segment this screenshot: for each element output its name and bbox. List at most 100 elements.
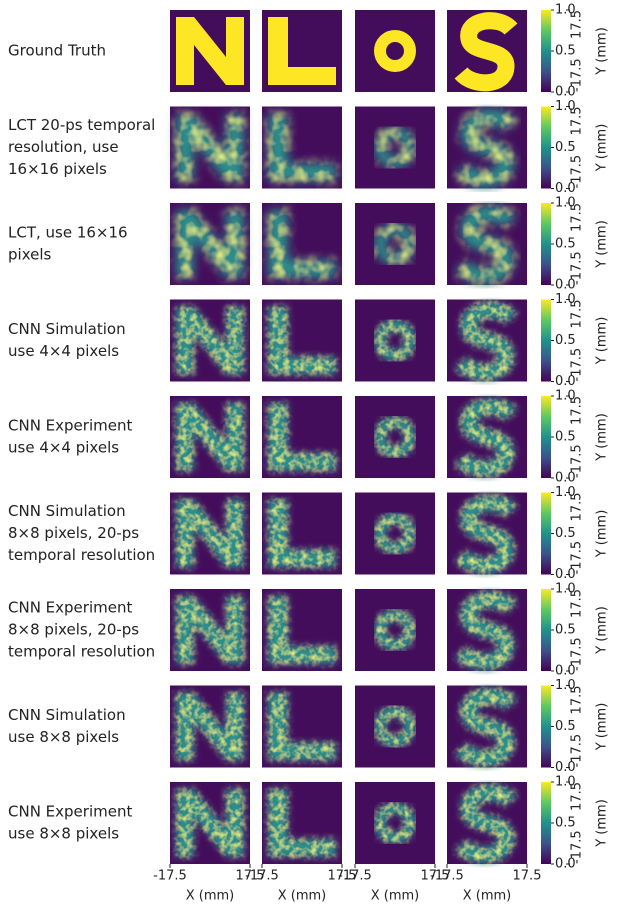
colorbar-tick-label: 0.5 — [555, 430, 576, 445]
y-tick-label: -17.5 — [570, 58, 585, 92]
colorbar-tick-label: 0.5 — [555, 140, 576, 155]
image-cell — [355, 782, 435, 864]
image-cell — [355, 106, 435, 189]
colorbar — [541, 396, 551, 478]
colorbar-tick-label: 0.5 — [555, 44, 576, 59]
y-tick-label: 17.5 — [570, 686, 585, 715]
y-axis-label: Y (mm) — [595, 510, 610, 559]
colorbar-tick-label: 0.5 — [555, 237, 576, 252]
colorbar-tick-label: 0.0 — [555, 374, 576, 389]
y-tick-label: -17.5 — [570, 637, 585, 671]
colorbar — [541, 685, 551, 768]
colorbar-tick-label: 1.0 — [555, 485, 576, 500]
row-label: 8×8 pixels, 20-ps — [8, 524, 139, 542]
x-tick-label: -17.5 — [153, 869, 187, 884]
colorbar-tick-label: 0.5 — [555, 719, 576, 734]
y-axis-label: Y (mm) — [595, 220, 610, 269]
x-axis-label: X (mm) — [463, 889, 512, 904]
colorbar-tick-label: 1.0 — [555, 292, 576, 307]
y-tick-label: 17.5 — [570, 493, 585, 522]
row-label: LCT 20-ps temporal — [8, 116, 155, 134]
image-cell — [355, 10, 435, 92]
colorbar-tick-label: 1.0 — [555, 99, 576, 114]
y-tick-label: 17.5 — [570, 203, 585, 232]
row-label: use 4×4 pixels — [8, 439, 119, 457]
colorbar-tick-label: 0.0 — [555, 760, 576, 775]
colorbar-tick-label: 0.0 — [555, 181, 576, 196]
y-axis-label: Y (mm) — [595, 124, 610, 173]
y-tick-label: 17.5 — [570, 396, 585, 425]
colorbar — [541, 203, 551, 285]
row-label: use 8×8 pixels — [8, 728, 119, 746]
colorbar-tick-label: 0.0 — [555, 278, 576, 293]
colorbar — [541, 299, 551, 382]
y-tick-label: -17.5 — [570, 541, 585, 575]
colorbar-tick-label: 0.0 — [555, 471, 576, 486]
colorbar-tick-label: 0.0 — [555, 857, 576, 872]
row-label: resolution, use — [8, 138, 119, 156]
colorbar-tick-label: 1.0 — [555, 678, 576, 693]
y-axis-label: Y (mm) — [595, 413, 610, 462]
row-label: CNN Simulation — [8, 706, 126, 724]
image-cell — [355, 396, 435, 478]
colorbar-tick-label: 0.5 — [555, 333, 576, 348]
colorbar-tick-label: 1.0 — [555, 389, 576, 404]
colorbar-tick-label: 1.0 — [555, 3, 576, 18]
colorbar — [541, 10, 551, 92]
y-tick-label: -17.5 — [570, 444, 585, 478]
y-tick-label: -17.5 — [570, 830, 585, 864]
row-label: CNN Simulation — [8, 320, 126, 338]
colorbar-tick-label: 0.5 — [555, 526, 576, 541]
row-label: 16×16 pixels — [8, 160, 107, 178]
x-tick-label: -17.5 — [430, 869, 464, 884]
image-cell — [355, 589, 435, 671]
row-label: use 8×8 pixels — [8, 825, 119, 843]
row-label: Ground Truth — [8, 42, 106, 60]
y-tick-label: 17.5 — [570, 300, 585, 329]
image-cell — [355, 685, 435, 768]
row-label: temporal resolution — [8, 643, 155, 661]
row-label: LCT, use 16×16 — [8, 224, 128, 242]
x-tick-label: 17.5 — [513, 869, 542, 884]
x-axis-label: X (mm) — [186, 889, 235, 904]
x-tick-label: 17.5 — [421, 869, 450, 884]
y-axis-label: Y (mm) — [595, 703, 610, 752]
row-label: use 4×4 pixels — [8, 342, 119, 360]
image-cell — [355, 203, 435, 285]
x-axis-label: X (mm) — [371, 889, 420, 904]
colorbar-tick-label: 0.0 — [555, 85, 576, 100]
row-label: pixels — [8, 246, 52, 264]
colorbar-tick-label: 0.5 — [555, 816, 576, 831]
y-tick-label: -17.5 — [570, 251, 585, 285]
y-tick-label: 17.5 — [570, 782, 585, 811]
x-tick-label: 17.5 — [236, 869, 265, 884]
y-axis-label: Y (mm) — [595, 799, 610, 848]
colorbar — [541, 106, 551, 189]
colorbar — [541, 589, 551, 671]
colorbar — [541, 492, 551, 575]
x-tick-label: 17.5 — [328, 869, 357, 884]
x-tick-label: -17.5 — [245, 869, 279, 884]
y-tick-label: 17.5 — [570, 10, 585, 39]
image-cell — [355, 492, 435, 575]
colorbar-tick-label: 0.0 — [555, 664, 576, 679]
row-label: CNN Experiment — [8, 803, 132, 821]
y-tick-label: 17.5 — [570, 589, 585, 618]
row-label: CNN Simulation — [8, 502, 126, 520]
colorbar-tick-label: 1.0 — [555, 582, 576, 597]
y-axis-label: Y (mm) — [595, 317, 610, 366]
image-cell — [355, 299, 435, 382]
colorbar — [541, 782, 551, 864]
x-tick-label: -17.5 — [338, 869, 372, 884]
x-axis-label: X (mm) — [278, 889, 327, 904]
colorbar-tick-label: 0.5 — [555, 623, 576, 638]
y-tick-label: -17.5 — [570, 734, 585, 768]
colorbar-tick-label: 1.0 — [555, 775, 576, 790]
y-axis-label: Y (mm) — [595, 606, 610, 655]
row-label: CNN Experiment — [8, 599, 132, 617]
row-label: 8×8 pixels, 20-ps — [8, 621, 139, 639]
y-axis-label: Y (mm) — [595, 27, 610, 76]
colorbar-tick-label: 1.0 — [555, 196, 576, 211]
row-label: temporal resolution — [8, 546, 155, 564]
